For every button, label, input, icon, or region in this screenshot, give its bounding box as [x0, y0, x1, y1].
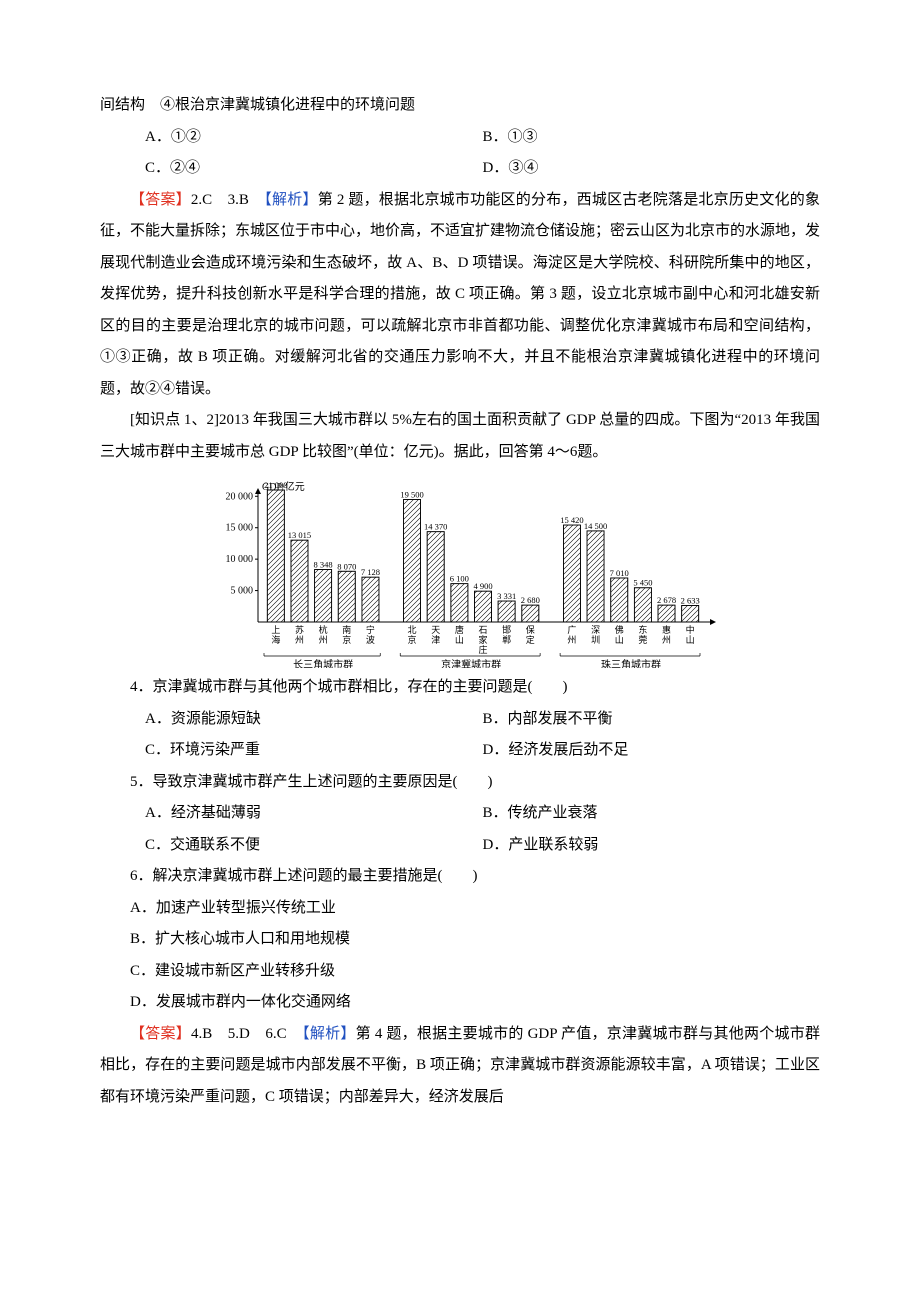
- svg-text:家: 家: [478, 634, 487, 645]
- explain-text: 第 2 题，根据北京城市功能区的分布，西城区古老院落是北京历史文化的象征，不能大…: [100, 192, 820, 397]
- svg-text:波: 波: [366, 634, 375, 645]
- option-b: B．①③: [483, 122, 821, 154]
- svg-text:15 000: 15 000: [226, 523, 254, 534]
- svg-text:山: 山: [615, 635, 624, 645]
- q4-row-1: A．资源能源短缺 B．内部发展不平衡: [100, 704, 820, 736]
- svg-text:2 678: 2 678: [657, 595, 676, 605]
- svg-text:京: 京: [408, 634, 417, 645]
- svg-text:石: 石: [478, 625, 487, 635]
- svg-text:东: 东: [638, 624, 647, 635]
- svg-text:广: 广: [567, 624, 576, 635]
- svg-text:唐: 唐: [455, 624, 464, 635]
- q6-stem: 6．解决京津冀城市群上述问题的最主要措施是( ): [100, 861, 820, 893]
- answer-456: 【答案】4.B 5.D 6.C 【解析】第 4 题，根据主要城市的 GDP 产值…: [100, 1019, 820, 1114]
- explain-label: 【解析】: [264, 192, 317, 208]
- answer-label: 【答案】: [130, 192, 191, 208]
- q5-stem: 5．导致京津冀城市群产生上述问题的主要原因是( ): [100, 767, 820, 799]
- svg-text:庄: 庄: [478, 644, 487, 655]
- svg-text:珠三角城市群: 珠三角城市群: [601, 658, 661, 668]
- option-d: D．③④: [483, 153, 821, 185]
- q6-c: C．建设城市新区产业转移升级: [100, 956, 820, 988]
- svg-text:7 010: 7 010: [610, 568, 629, 578]
- svg-text:山: 山: [455, 635, 464, 645]
- q5-row-1: A．经济基础薄弱 B．传统产业衰落: [100, 798, 820, 830]
- svg-text:15 420: 15 420: [560, 515, 583, 525]
- svg-text:深: 深: [591, 625, 600, 635]
- q6-b: B．扩大核心城市人口和用地规模: [100, 924, 820, 956]
- svg-text:苏: 苏: [295, 624, 304, 635]
- q4-a: A．资源能源短缺: [100, 704, 483, 736]
- svg-text:20 000: 20 000: [226, 491, 254, 502]
- q4-c: C．环境污染严重: [100, 735, 483, 767]
- svg-text:南: 南: [342, 624, 351, 635]
- q5-c: C．交通联系不便: [100, 830, 483, 862]
- svg-text:7 128: 7 128: [361, 567, 380, 577]
- svg-text:宁: 宁: [366, 624, 375, 635]
- svg-text:京津冀城市群: 京津冀城市群: [441, 658, 501, 668]
- svg-text:13 015: 13 015: [288, 530, 311, 540]
- svg-text:山: 山: [686, 635, 695, 645]
- svg-text:14 370: 14 370: [424, 522, 447, 532]
- svg-text:3 331: 3 331: [497, 591, 516, 601]
- q5-d: D．产业联系较弱: [483, 830, 821, 862]
- q6-d: D．发展城市群内一体化交通网络: [100, 987, 820, 1019]
- svg-text:2 633: 2 633: [681, 595, 700, 605]
- q4-row-2: C．环境污染严重 D．经济发展后劲不足: [100, 735, 820, 767]
- options-row-2: C．②④ D．③④: [100, 153, 820, 185]
- lead-fragment: 间结构 ④根治京津冀城镇化进程中的环境问题: [100, 90, 820, 122]
- svg-text:长三角城市群: 长三角城市群: [293, 658, 353, 668]
- svg-text:5 000: 5 000: [231, 586, 254, 597]
- svg-text:8 070: 8 070: [337, 561, 356, 571]
- svg-text:保: 保: [526, 624, 535, 635]
- q4-b: B．内部发展不平衡: [483, 704, 821, 736]
- svg-text:中: 中: [686, 624, 695, 635]
- answer-23: 【答案】2.C 3.B 【解析】第 2 题，根据北京城市功能区的分布，西城区古老…: [100, 185, 820, 406]
- explain-label: 【解析】: [302, 1026, 356, 1042]
- option-c: C．②④: [100, 153, 483, 185]
- svg-text:定: 定: [526, 634, 535, 645]
- svg-text:邯: 邯: [502, 624, 511, 635]
- svg-text:州: 州: [662, 635, 671, 645]
- stem-46: [知识点 1、2]2013 年我国三大城市群以 5%左右的国土面积贡献了 GDP…: [100, 405, 820, 468]
- options-row-1: A．①② B．①③: [100, 122, 820, 154]
- q5-b: B．传统产业衰落: [483, 798, 821, 830]
- svg-text:州: 州: [567, 635, 576, 645]
- svg-text:2 680: 2 680: [521, 595, 540, 605]
- svg-text:圳: 圳: [591, 635, 600, 645]
- answer-text: 4.B 5.D 6.C: [191, 1026, 302, 1042]
- svg-text:21 000: 21 000: [264, 480, 287, 490]
- svg-text:惠: 惠: [662, 624, 671, 635]
- svg-text:州: 州: [295, 635, 304, 645]
- svg-text:上: 上: [271, 625, 280, 635]
- q5-a: A．经济基础薄弱: [100, 798, 483, 830]
- svg-text:莞: 莞: [638, 634, 647, 645]
- svg-text:杭: 杭: [319, 624, 328, 635]
- svg-text:郸: 郸: [502, 634, 511, 645]
- svg-text:佛: 佛: [615, 624, 624, 635]
- q4-stem: 4．京津冀城市群与其他两个城市群相比，存在的主要问题是( ): [100, 672, 820, 704]
- option-a: A．①②: [100, 122, 483, 154]
- gdp-chart-svg: GDP/亿元5 00010 00015 00020 00021 000上海13 …: [200, 478, 720, 668]
- answer-label: 【答案】: [130, 1026, 191, 1042]
- svg-text:州: 州: [319, 635, 328, 645]
- svg-text:6 100: 6 100: [450, 574, 469, 584]
- svg-text:14 500: 14 500: [584, 521, 607, 531]
- svg-text:10 000: 10 000: [226, 554, 254, 565]
- svg-text:5 450: 5 450: [633, 578, 652, 588]
- answer-text: 2.C 3.B: [191, 192, 264, 208]
- q6-a: A．加速产业转型振兴传统工业: [100, 893, 820, 925]
- svg-text:海: 海: [271, 634, 280, 645]
- svg-text:京: 京: [342, 634, 351, 645]
- svg-text:19 500: 19 500: [400, 489, 423, 499]
- q4-d: D．经济发展后劲不足: [483, 735, 821, 767]
- q5-row-2: C．交通联系不便 D．产业联系较弱: [100, 830, 820, 862]
- svg-text:8 348: 8 348: [314, 560, 333, 570]
- svg-text:天: 天: [431, 625, 440, 635]
- svg-text:津: 津: [431, 635, 440, 645]
- svg-text:4 900: 4 900: [473, 581, 492, 591]
- svg-text:北: 北: [408, 625, 417, 635]
- gdp-chart: GDP/亿元5 00010 00015 00020 00021 000上海13 …: [100, 478, 820, 668]
